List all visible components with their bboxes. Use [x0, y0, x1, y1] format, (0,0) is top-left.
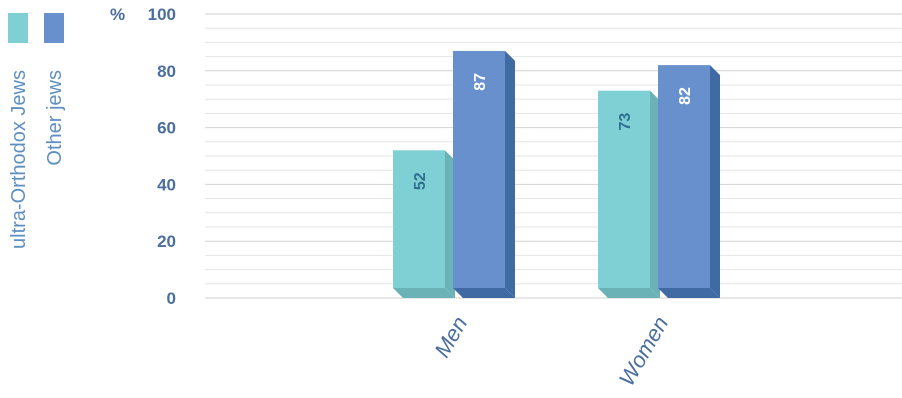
legend-item: Other jews — [44, 13, 66, 166]
legend: ultra-Orthodox Jews Other jews — [8, 13, 66, 249]
bar-bottom — [658, 288, 720, 298]
legend-label: Other jews — [44, 70, 66, 166]
bar-front — [658, 65, 710, 289]
legend-label: ultra-Orthodox Jews — [8, 70, 30, 249]
legend-swatch — [44, 13, 64, 43]
gridlines — [205, 13, 902, 299]
y-tick-label: 80 — [157, 62, 176, 81]
category-label: Men — [429, 312, 472, 362]
y-tick-label: 60 — [157, 119, 176, 138]
data-label: 82 — [677, 87, 694, 105]
bar-side — [710, 65, 720, 299]
bar-side — [650, 90, 660, 299]
bar-side — [505, 50, 515, 298]
bar: 73 — [598, 90, 660, 299]
y-tick-label: 40 — [157, 175, 176, 194]
bar-front — [453, 50, 505, 288]
y-tick-label: 100 — [148, 5, 176, 24]
bar: 87 — [453, 50, 515, 298]
bar-bottom — [453, 288, 515, 298]
y-tick-label: 20 — [157, 232, 176, 251]
data-label: 52 — [412, 172, 429, 190]
bar: 52 — [393, 150, 455, 298]
bar-bottom — [393, 288, 455, 298]
y-axis: % 0 20 40 60 80 100 — [110, 5, 176, 308]
bars: 52 87 73 82 — [393, 50, 720, 299]
y-axis-unit: % — [110, 5, 125, 24]
data-label: 87 — [472, 73, 489, 91]
bar-front — [393, 150, 445, 288]
bar-bottom — [598, 288, 660, 298]
category-label: Women — [614, 312, 674, 390]
bar-front — [598, 90, 650, 289]
data-label: 73 — [617, 113, 634, 131]
legend-item: ultra-Orthodox Jews — [8, 13, 30, 249]
x-axis: Men Women — [429, 312, 673, 390]
bar-side — [445, 150, 455, 298]
legend-swatch — [8, 13, 28, 43]
bar: 82 — [658, 65, 720, 299]
y-tick-label: 0 — [167, 289, 176, 308]
